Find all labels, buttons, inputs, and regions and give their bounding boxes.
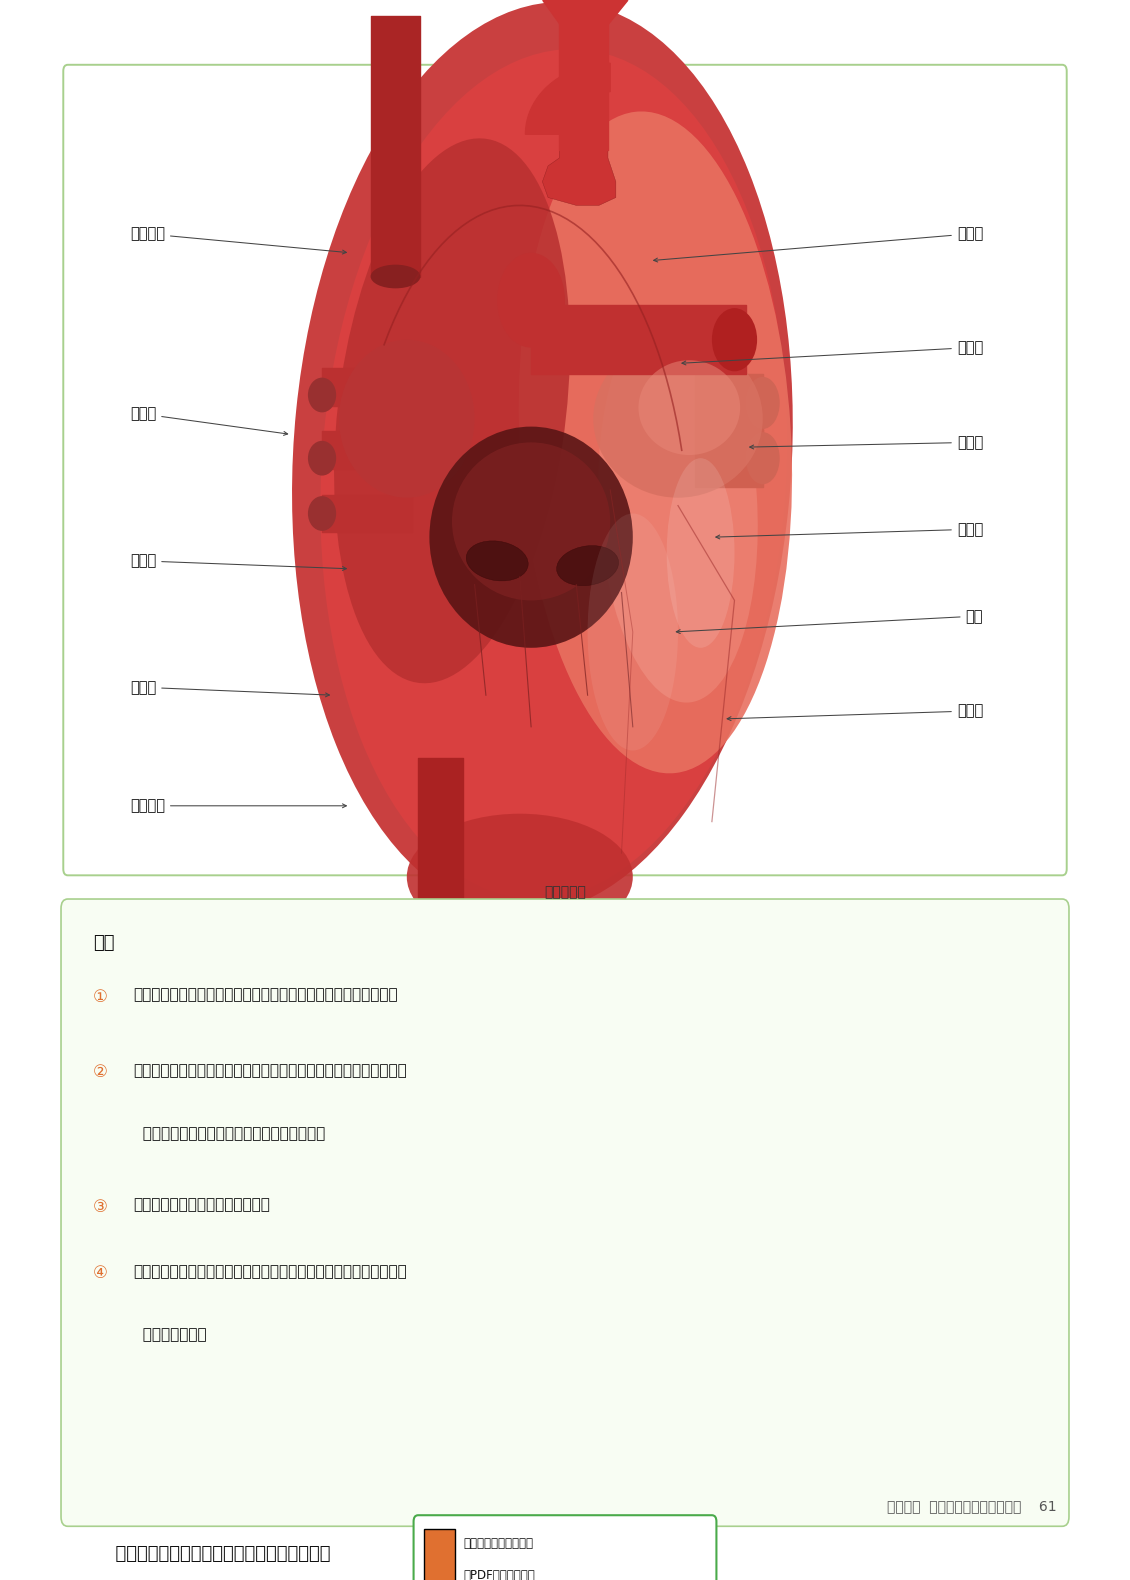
Ellipse shape: [593, 340, 763, 498]
Text: 肺静脉: 肺静脉: [130, 406, 288, 436]
Text: 上腔静脉: 上腔静脉: [130, 226, 347, 254]
Ellipse shape: [321, 49, 786, 899]
FancyBboxPatch shape: [424, 1529, 455, 1580]
Text: 心脏壁主要是由什么组织构成的？由此可以推断它具有什么功能？: 心脏壁主要是由什么组织构成的？由此可以推断它具有什么功能？: [133, 988, 398, 1002]
Ellipse shape: [519, 112, 792, 773]
Ellipse shape: [339, 340, 475, 498]
Ellipse shape: [452, 442, 610, 600]
Text: 主动脉: 主动脉: [653, 226, 983, 262]
Ellipse shape: [746, 433, 780, 483]
Ellipse shape: [497, 253, 565, 348]
Text: 下腔静脉: 下腔静脉: [130, 798, 347, 814]
Polygon shape: [525, 63, 610, 134]
Polygon shape: [542, 150, 616, 205]
Text: 左心室: 左心室: [727, 703, 983, 720]
Ellipse shape: [467, 540, 528, 581]
FancyBboxPatch shape: [414, 1515, 716, 1580]
FancyBboxPatch shape: [63, 65, 1067, 875]
Text: 左心房: 左心房: [715, 521, 983, 539]
Ellipse shape: [307, 496, 336, 531]
Ellipse shape: [667, 458, 734, 648]
Ellipse shape: [371, 265, 420, 288]
Text: ④: ④: [93, 1264, 107, 1281]
Text: ②: ②: [93, 1063, 107, 1081]
Ellipse shape: [598, 308, 758, 703]
Ellipse shape: [429, 427, 633, 648]
Text: 讨论: 讨论: [93, 934, 114, 953]
Text: 公众号：电子课本大全: 公众号：电子课本大全: [463, 1537, 533, 1550]
Text: 构有什么作用？: 构有什么作用？: [133, 1327, 207, 1341]
Text: 右心房: 右心房: [130, 553, 347, 570]
Text: 第四单元  第四章人体内物质的运输    61: 第四单元 第四章人体内物质的运输 61: [887, 1499, 1057, 1512]
Ellipse shape: [334, 139, 570, 683]
Text: （PDF课本免费下）: （PDF课本免费下）: [463, 1569, 534, 1580]
Ellipse shape: [557, 545, 618, 586]
Text: 肺静脉: 肺静脉: [749, 435, 983, 450]
Text: 什么不同？请试着解释为什么会有这些不同。: 什么不同？请试着解释为什么会有这些不同。: [133, 1127, 325, 1141]
Ellipse shape: [712, 308, 757, 371]
Text: ①: ①: [93, 988, 107, 1005]
Text: 瓣膜: 瓣膜: [676, 608, 983, 634]
Text: 心房与心室之间、心室与相连的动脉之间有什么特殊的结构？这些结: 心房与心室之间、心室与相连的动脉之间有什么特殊的结构？这些结: [133, 1264, 407, 1278]
Text: 右心室: 右心室: [130, 679, 330, 697]
Text: 心脏解剖图: 心脏解剖图: [544, 886, 586, 899]
Text: 心脏是一个主要由肌肉组成的中空的器官，内: 心脏是一个主要由肌肉组成的中空的器官，内: [81, 1545, 331, 1563]
FancyBboxPatch shape: [61, 899, 1069, 1526]
Ellipse shape: [307, 378, 336, 412]
Ellipse shape: [588, 514, 678, 750]
Ellipse shape: [746, 378, 780, 428]
Text: 肺动脉: 肺动脉: [681, 340, 983, 365]
Text: ③: ③: [93, 1198, 107, 1215]
Ellipse shape: [307, 441, 336, 476]
Ellipse shape: [407, 814, 633, 940]
Text: 从心脏壁的厚薄来看，心房与心室有什么不同？左心室与右心室又有: 从心脏壁的厚薄来看，心房与心室有什么不同？左心室与右心室又有: [133, 1063, 407, 1078]
Text: 心脏四个腔之间的关系是怎样的？: 心脏四个腔之间的关系是怎样的？: [133, 1198, 270, 1212]
Ellipse shape: [638, 360, 740, 455]
Ellipse shape: [292, 2, 793, 915]
